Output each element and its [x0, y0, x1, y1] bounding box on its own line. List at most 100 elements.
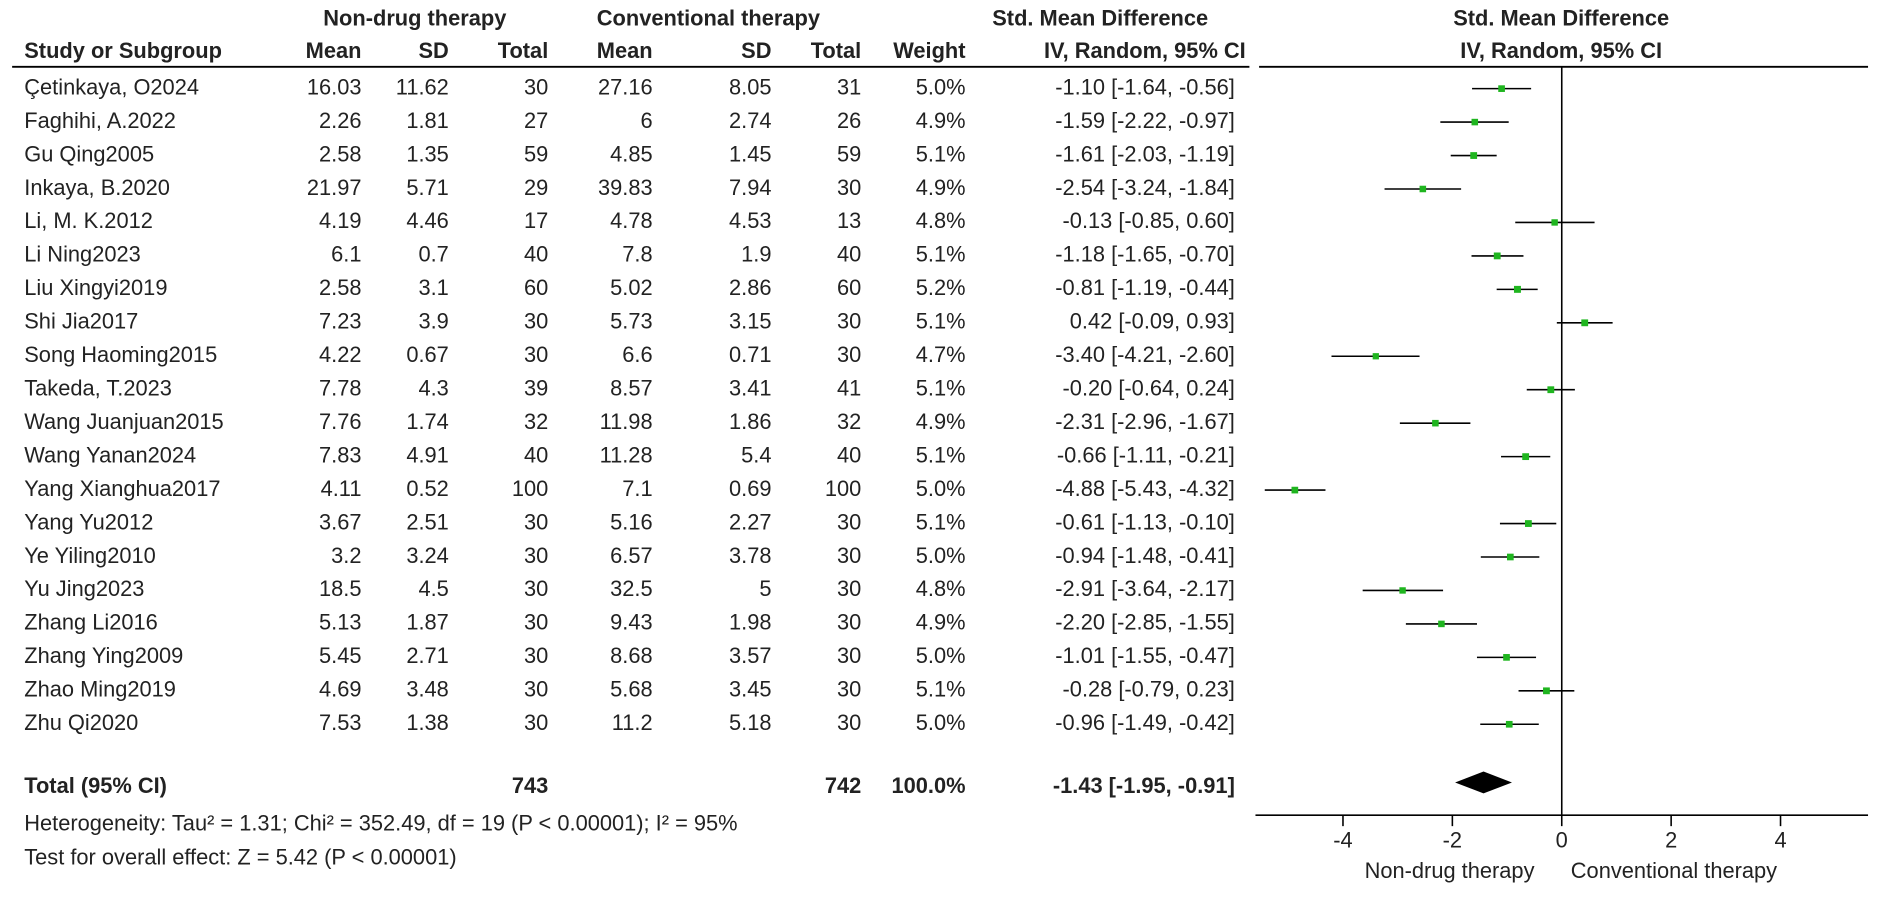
cell: 30 — [524, 610, 548, 635]
cell: 41 — [837, 375, 861, 400]
study-name: Liu Xingyi2019 — [24, 275, 167, 300]
group-header: Std. Mean Difference — [992, 5, 1208, 30]
cell: 4.11 — [321, 476, 362, 501]
ci-label: -1.61 [-2.03, -1.19] — [1055, 141, 1235, 166]
effect-marker — [1471, 118, 1479, 126]
cell: 5.0% — [916, 74, 966, 99]
cell: 1.87 — [406, 610, 448, 635]
cell: 5.1% — [916, 677, 966, 702]
column-header: SD — [418, 38, 448, 63]
ci-label: -0.66 [-1.11, -0.21] — [1057, 442, 1235, 467]
ci-label: -2.20 [-2.85, -1.55] — [1055, 610, 1235, 635]
total-cell: 743 — [512, 773, 548, 798]
ci-label: -1.10 [-1.64, -0.56] — [1055, 74, 1235, 99]
cell: 60 — [524, 275, 548, 300]
cell: 3.2 — [331, 543, 361, 568]
cell: 2.71 — [406, 643, 448, 668]
cell: 30 — [524, 309, 548, 334]
ci-label: -0.28 [-0.79, 0.23] — [1063, 677, 1235, 702]
cell: 8.57 — [610, 375, 652, 400]
cell: 6 — [640, 108, 652, 133]
cell: 5.2% — [916, 275, 966, 300]
cell: 9.43 — [610, 610, 652, 635]
column-header: IV, Random, 95% CI — [1460, 38, 1662, 63]
ci-label: -0.94 [-1.48, -0.41] — [1055, 543, 1235, 568]
cell: 1.9 — [741, 242, 771, 267]
cell: 3.48 — [406, 677, 448, 702]
cell: 11.2 — [612, 710, 653, 735]
cell: 40 — [837, 442, 861, 467]
study-name: Takeda, T.2023 — [24, 375, 172, 400]
total-label: Total (95% CI) — [24, 773, 167, 798]
study-name: Yang Xianghua2017 — [24, 476, 220, 501]
study-name: Shi Jia2017 — [24, 309, 138, 334]
cell: 8.05 — [729, 74, 771, 99]
cell: 2.27 — [729, 509, 771, 534]
cell: 4.9% — [916, 175, 966, 200]
cell: 2.58 — [319, 275, 361, 300]
column-header: Study or Subgroup — [24, 38, 222, 63]
cell: 3.41 — [729, 375, 771, 400]
cell: 1.38 — [406, 710, 448, 735]
cell: 17 — [524, 208, 548, 233]
cell: 30 — [837, 610, 861, 635]
effect-marker — [1507, 553, 1514, 561]
effect-marker — [1524, 520, 1532, 527]
effect-marker — [1498, 85, 1505, 92]
cell: 5.0% — [916, 543, 966, 568]
cell: 8.68 — [610, 643, 652, 668]
cell: 39 — [524, 375, 548, 400]
cell: 1.81 — [406, 108, 448, 133]
cell: 5.1% — [916, 442, 966, 467]
cell: 5.1% — [916, 141, 966, 166]
cell: 5.45 — [319, 643, 361, 668]
study-name: Li Ning2023 — [24, 242, 141, 267]
cell: 27 — [524, 108, 548, 133]
effect-marker — [1543, 687, 1550, 695]
ci-label: -3.40 [-4.21, -2.60] — [1055, 342, 1235, 367]
cell: 32.5 — [610, 576, 652, 601]
cell: 11.62 — [396, 74, 449, 99]
x-axis-label: Non-drug therapy — [1365, 858, 1535, 883]
cell: 3.78 — [729, 543, 771, 568]
cell: 11.28 — [600, 442, 653, 467]
cell: 5.68 — [610, 677, 652, 702]
cell: 4.78 — [610, 208, 652, 233]
cell: 5.1% — [916, 242, 966, 267]
cell: 7.8 — [622, 242, 652, 267]
cell: 4.91 — [406, 442, 448, 467]
column-header: SD — [741, 38, 771, 63]
cell: 4.46 — [406, 208, 448, 233]
total-cell: 742 — [825, 773, 861, 798]
study-name: Ye Yiling2010 — [24, 543, 156, 568]
cell: 4.8% — [916, 208, 966, 233]
effect-marker — [1419, 185, 1427, 193]
cell: 30 — [837, 175, 861, 200]
effect-marker — [1291, 486, 1299, 494]
cell: 39.83 — [598, 175, 653, 200]
cell: 30 — [837, 710, 861, 735]
x-tick-label: 2 — [1665, 828, 1677, 853]
cell: 32 — [837, 409, 861, 434]
effect-marker — [1438, 620, 1445, 628]
cell: 4.9% — [916, 409, 966, 434]
effect-marker — [1432, 419, 1439, 427]
cell: 4.22 — [319, 342, 361, 367]
cell: 26 — [837, 108, 861, 133]
cell: 2.58 — [319, 141, 361, 166]
study-name: Yang Yu2012 — [24, 509, 153, 534]
ci-label: -4.88 [-5.43, -4.32] — [1055, 476, 1235, 501]
effect-marker — [1581, 319, 1589, 327]
cell: 0.69 — [729, 476, 771, 501]
cell: 7.78 — [319, 375, 361, 400]
study-name: Zhu Qi2020 — [24, 710, 138, 735]
cell: 11.98 — [600, 409, 653, 434]
effect-marker — [1372, 353, 1379, 360]
effect-marker — [1522, 453, 1530, 461]
cell: 5.16 — [610, 509, 652, 534]
cell: 3.15 — [729, 309, 771, 334]
cell: 4.85 — [610, 141, 652, 166]
ci-label: 0.42 [-0.09, 0.93] — [1070, 309, 1235, 334]
cell: 1.45 — [729, 141, 771, 166]
